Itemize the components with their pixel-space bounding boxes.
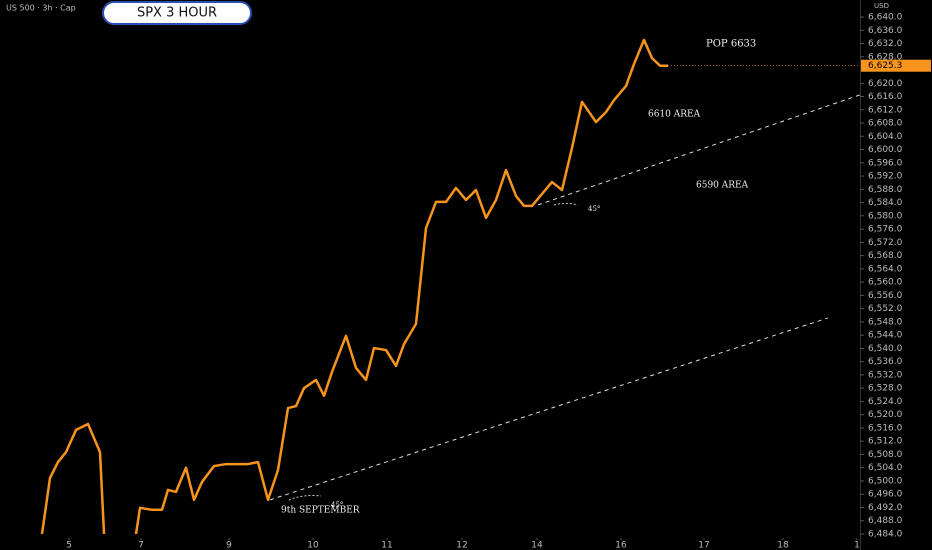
x-tick-label: 1 [854,541,860,550]
y-tick-label: 6,492.0 [868,503,903,513]
y-tick-label: 6,544.0 [868,331,903,341]
y-tick-label: 6,576.0 [868,225,903,235]
y-tick-label: 6,548.0 [868,317,903,327]
annotation: 45° [588,205,600,213]
chart-title: SPX 3 HOUR [137,6,217,21]
y-tick-label: 6,560.0 [868,278,903,288]
annotation: 6610 AREA [648,110,701,120]
x-tick-label: 18 [777,541,789,550]
trendline [537,94,860,206]
y-tick-label: 6,640.0 [868,13,903,23]
y-tick-label: 6,588.0 [868,185,903,195]
y-tick-label: 6,600.0 [868,145,903,155]
title-box [102,1,252,25]
x-tick-label: 11 [381,541,392,550]
y-tick-label: 6,596.0 [868,158,903,168]
y-tick-label: 6,496.0 [868,490,903,500]
x-tick-label: 17 [698,541,709,550]
annotation: POP 6633 [706,39,756,50]
y-tick-label: 6,616.0 [868,92,903,102]
symbol-header: US 500 · 3h · Cap [6,4,76,13]
y-tick-label: 6,524.0 [868,397,903,407]
y-tick-label: 6,636.0 [868,26,903,36]
annotation: 9th SEPTEMBER [281,506,360,516]
currency: USD [874,2,889,10]
y-tick-label: 6,556.0 [868,291,903,301]
y-tick-label: 6,608.0 [868,119,903,129]
y-tick-label: 6,488.0 [868,516,903,526]
angle-arc [288,494,322,501]
y-tick-label: 6,512.0 [868,437,903,447]
annotation: 6590 AREA [696,181,749,191]
y-tick-label: 6,508.0 [868,450,903,460]
y-tick-label: 6,584.0 [868,198,903,208]
x-tick-label: 16 [615,541,627,550]
y-tick-label: 6,528.0 [868,384,903,394]
y-tick-label: 6,540.0 [868,344,903,354]
last-price-box [861,59,931,72]
y-tick-label: 6,580.0 [868,211,903,221]
y-tick-label: 6,592.0 [868,172,903,182]
x-tick-label: 14 [531,541,543,550]
trendline [269,317,829,501]
annotation: 45° [331,501,343,509]
y-tick-label: 6,612.0 [868,105,903,115]
y-tick-label: 6,516.0 [868,423,903,433]
y-tick-label: 6,552.0 [868,304,903,314]
y-tick-label: 6,504.0 [868,463,903,473]
plot-area [40,38,860,534]
y-tick-label: 6,628.0 [868,52,903,62]
y-tick-label: 6,572.0 [868,238,903,248]
y-tick-label: 6,632.0 [868,39,903,49]
price-line [40,38,668,534]
y-tick-label: 6,484.0 [868,530,903,540]
y-tick-label: 6,532.0 [868,370,903,380]
last-price-label: 6,625.3 [868,61,902,71]
x-tick-label: 12 [456,541,467,550]
x-tick-label: 10 [307,541,319,550]
y-tick-label: 6,620.0 [868,79,903,89]
y-tick-label: 6,520.0 [868,410,903,420]
y-tick-label: 6,604.0 [868,132,903,142]
x-tick-label: 5 [66,541,72,550]
y-tick-label: 6,564.0 [868,264,903,274]
angle-arc [553,202,579,206]
x-tick-label: 9 [226,541,232,550]
y-tick-label: 6,536.0 [868,357,903,367]
y-tick-label: 6,500.0 [868,476,903,486]
x-tick-label: 7 [138,541,144,550]
y-tick-label: 6,568.0 [868,251,903,261]
